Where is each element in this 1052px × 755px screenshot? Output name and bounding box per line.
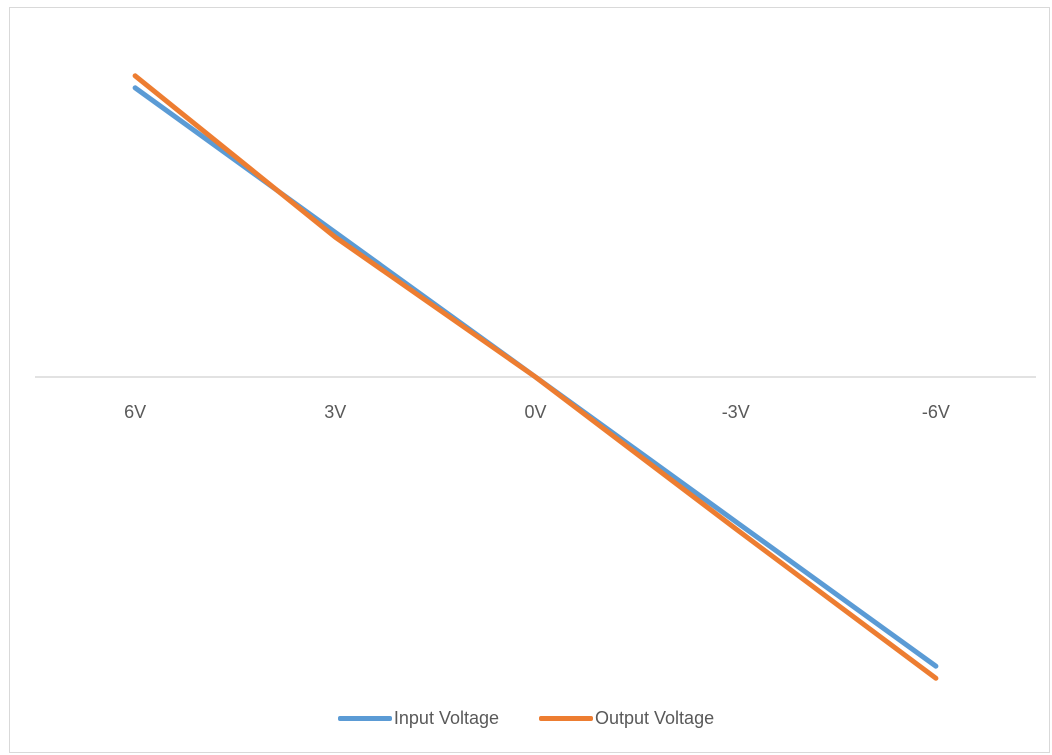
- series-layer: [132, 73, 939, 681]
- legend-swatch-output-voltage: [539, 715, 593, 721]
- legend-swatch-input-voltage: [337, 715, 392, 721]
- x-tick-label: 0V: [524, 402, 546, 422]
- legend-label-input-voltage: Input Voltage: [393, 707, 499, 728]
- legend-item-output-voltage: Output Voltage: [539, 708, 714, 729]
- legend-label-output-voltage: Output Voltage: [595, 707, 715, 728]
- x-tick-label: 6V: [124, 402, 146, 422]
- chart-frame: [9, 7, 1050, 753]
- legend-item-input-voltage: Input Voltage: [337, 707, 499, 729]
- x-tick-label: -6V: [922, 402, 950, 422]
- x-tick-label: -3V: [722, 402, 750, 422]
- tick-labels: 6V 3V 0V -3V -6V: [124, 402, 950, 422]
- series-line-output-voltage: [132, 73, 939, 681]
- x-tick-label: 3V: [324, 402, 346, 422]
- legend: Input Voltage Output Voltage: [0, 705, 1052, 731]
